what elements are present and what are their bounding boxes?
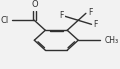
Text: CH₃: CH₃: [105, 36, 119, 45]
Text: F: F: [94, 20, 98, 29]
Text: F: F: [59, 11, 64, 20]
Text: F: F: [88, 8, 92, 17]
Text: Cl: Cl: [1, 16, 9, 25]
Text: O: O: [31, 0, 38, 9]
